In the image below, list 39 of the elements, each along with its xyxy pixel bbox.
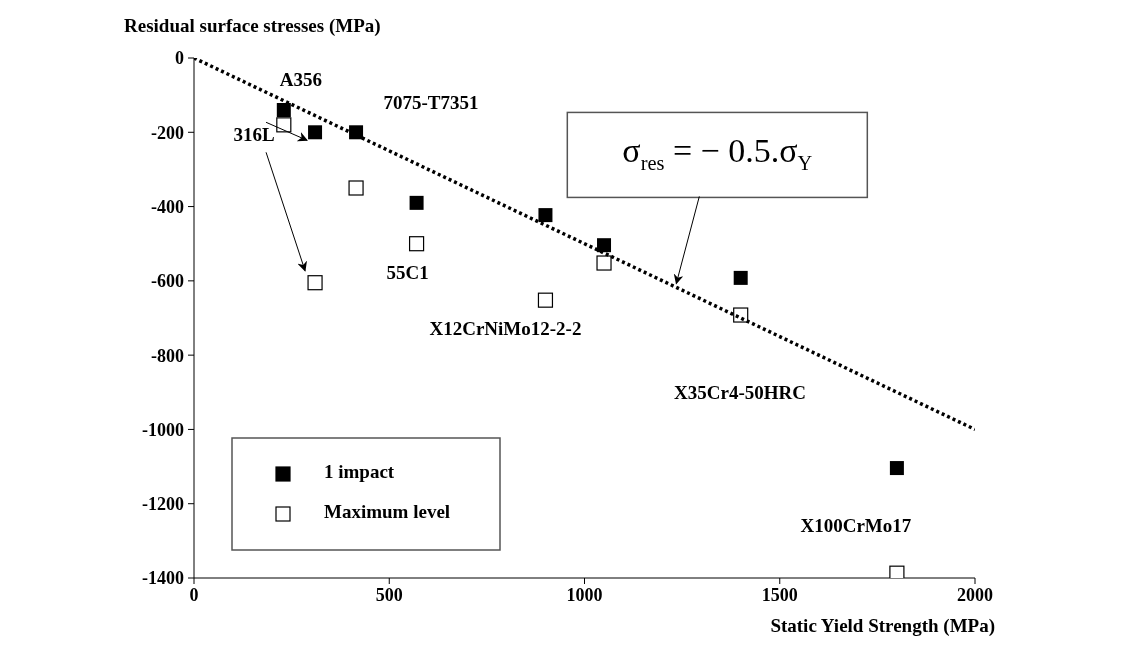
annotation: 55C1: [386, 262, 429, 284]
annotation: X12CrNiMo12-2-2: [429, 318, 582, 340]
x-axis-title: Static Yield Strength (MPa): [770, 615, 995, 638]
x-tick-label: 2000: [957, 584, 993, 605]
legend-label: 1 impact: [324, 461, 395, 483]
y-tick-label: -800: [151, 345, 184, 366]
x-tick-label: 500: [375, 584, 403, 605]
x-tick-label: 1500: [761, 584, 798, 605]
point: [307, 275, 323, 291]
annotation: 7075-T7351: [383, 92, 479, 114]
annotation: 316L: [233, 124, 275, 146]
y-tick-label: -400: [151, 196, 184, 217]
point: [276, 103, 291, 117]
y-tick-label: 0: [175, 48, 184, 69]
annotation: X35Cr4-50HRC: [674, 382, 806, 404]
point: [408, 236, 425, 252]
y-tick-label: -1400: [142, 568, 184, 589]
point: [308, 125, 323, 140]
x-tick-label: 0: [189, 584, 199, 605]
point: [409, 195, 424, 210]
point: [597, 238, 612, 253]
annotation: X100CrMo17: [800, 515, 912, 537]
annotation: σ$_{res}$ = − 0.5.σ$_{Y}$: [622, 132, 813, 175]
y-axis-title: Residual surface stresses (MPa): [124, 15, 381, 38]
point: [596, 255, 612, 271]
point: [733, 270, 748, 285]
y-tick-label: -600: [151, 271, 184, 292]
point: [537, 292, 554, 308]
point: [538, 208, 553, 223]
y-tick-label: -1000: [142, 419, 184, 440]
y-tick-label: -1200: [142, 494, 184, 515]
x-tick-label: 1000: [566, 584, 603, 605]
point: [276, 117, 292, 133]
point: [889, 461, 904, 476]
y-tick-label: -200: [151, 122, 184, 143]
legend-label: Maximum level: [324, 501, 451, 523]
annotation: A356: [279, 69, 322, 91]
point: [889, 565, 905, 578]
point: [348, 180, 364, 196]
